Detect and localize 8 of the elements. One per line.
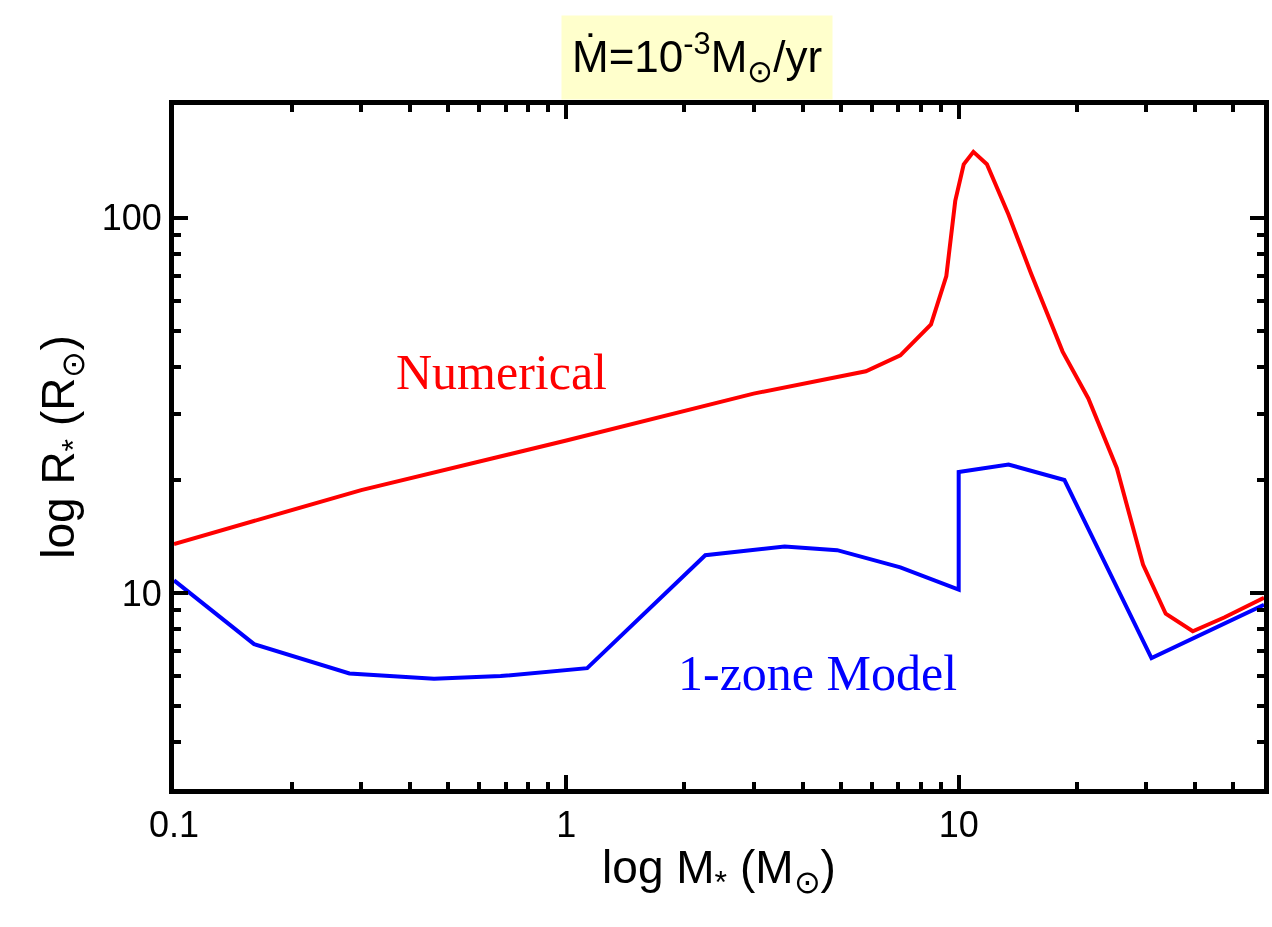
series-label: Numerical <box>396 344 608 400</box>
x-tick-label: 0.1 <box>148 804 200 846</box>
x-tick-label: 1 <box>556 804 577 846</box>
chart-title: Ṁ=10$^{-3}$M$_{⊙}$/yr <box>572 26 823 89</box>
x-axis-title: log M$_{*}$ (M$_{⊙}$) <box>602 840 836 900</box>
series-label: 1-zone Model <box>678 645 958 701</box>
y-tick-label: 100 <box>101 197 162 239</box>
x-tick-label: 10 <box>938 804 979 846</box>
